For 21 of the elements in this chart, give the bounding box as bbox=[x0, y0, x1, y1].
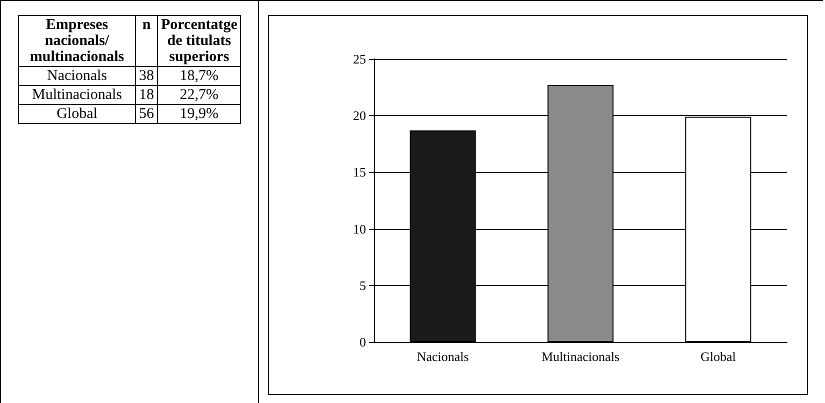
y-tick-label: 25 bbox=[353, 52, 366, 66]
x-tick-label: Global bbox=[700, 349, 736, 364]
y-tick-label: 5 bbox=[360, 278, 366, 293]
text: 22,7% bbox=[158, 86, 241, 104]
text: 18,7% bbox=[158, 66, 241, 86]
y-tick-label: 15 bbox=[353, 164, 366, 180]
y-tick-label: 20 bbox=[353, 108, 366, 124]
text: Porcentatge de titulats superiors bbox=[158, 16, 241, 66]
category-label: Multinacionals bbox=[32, 87, 122, 103]
y-tick-label: 0 bbox=[360, 334, 366, 350]
text: 18 bbox=[136, 86, 158, 104]
text: 38 bbox=[136, 66, 158, 86]
text: Empreses nacionals/ multinacionals bbox=[18, 16, 136, 66]
y-tick-label: 10 bbox=[353, 221, 366, 236]
category-label: Global bbox=[56, 106, 98, 122]
text: 19,9% bbox=[158, 104, 241, 124]
text: n bbox=[136, 16, 158, 66]
category-label: Nacionals bbox=[47, 68, 107, 84]
x-tick-label: Multinacionals bbox=[542, 349, 620, 364]
x-tick-label: Nacionals bbox=[416, 349, 469, 364]
text: 56 bbox=[136, 104, 158, 124]
